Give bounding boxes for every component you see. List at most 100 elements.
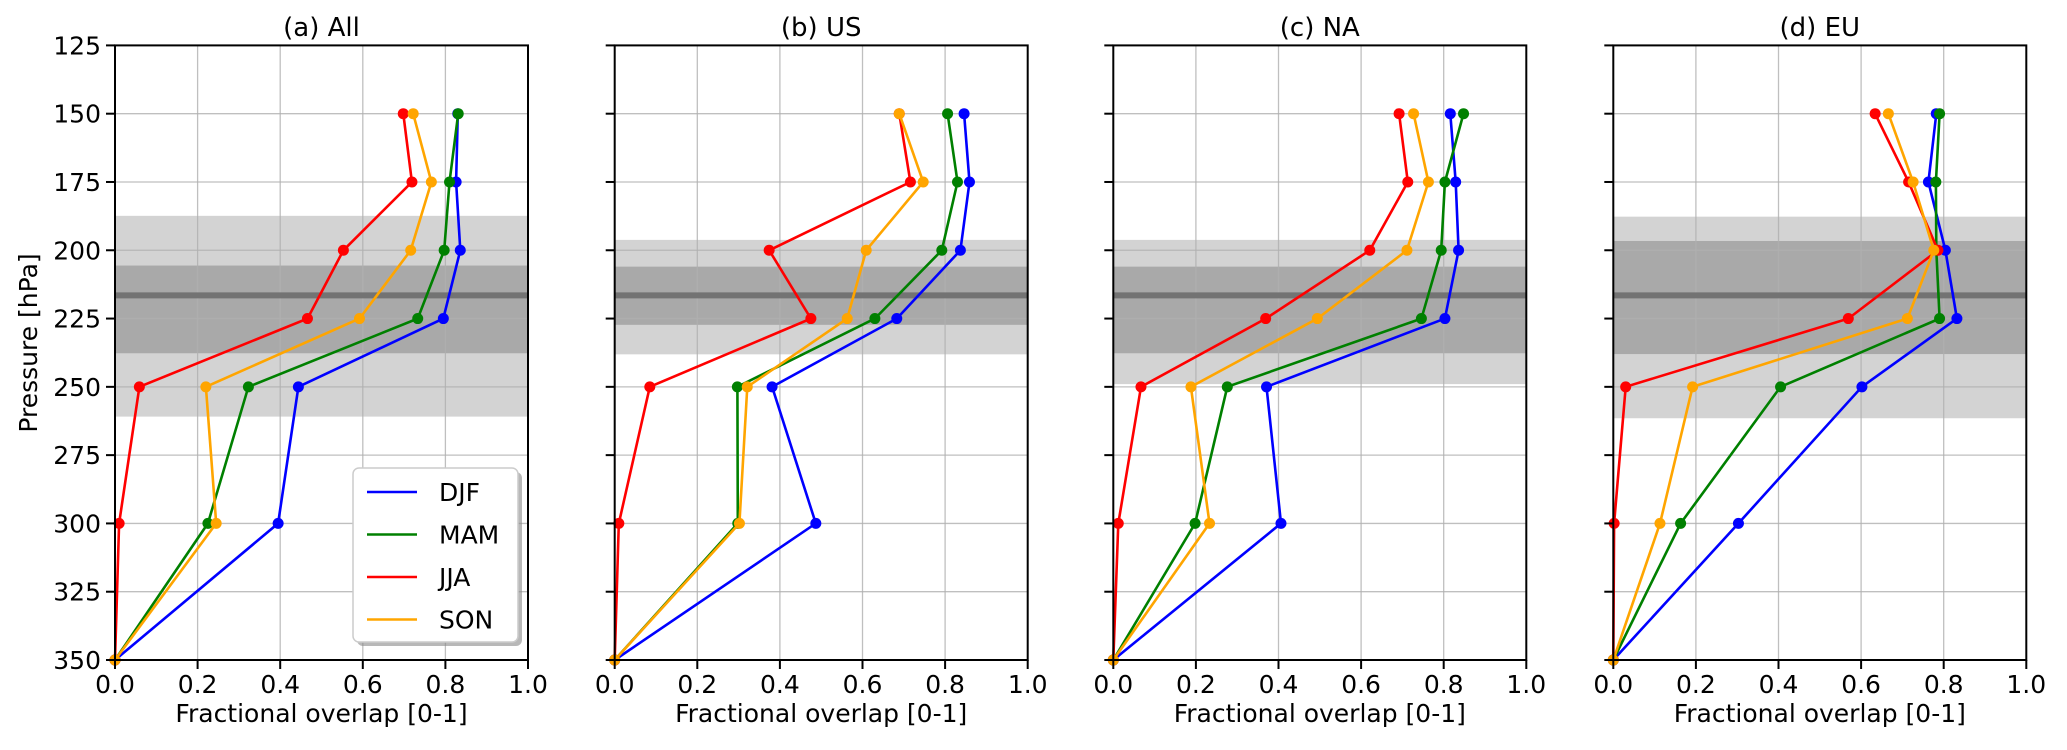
data-point-jja [904,176,916,188]
data-point-jja [1112,517,1124,529]
data-point-djf [963,176,975,188]
data-point-mam [438,244,450,256]
legend-label-mam: MAM [439,521,499,550]
data-point-son [1687,381,1699,393]
data-point-son [200,381,212,393]
panel-0: 0.0 0.2 0.4 0.6 0.8 1.0 125 150 175 200 225 250 275 3… [53,13,548,728]
data-point-mam [452,108,464,120]
x-tick-label: 0.0 [95,670,135,699]
data-point-mam [731,381,743,393]
panel-3: 0.0 0.2 0.4 0.6 0.8 1.0 (d) EU Fractional overl… [1593,13,2046,728]
data-point-son [1408,108,1420,120]
data-point-mam [1415,313,1427,325]
data-point-son [841,313,853,325]
x-tick-label: 0.0 [1593,670,1633,699]
data-point-son [425,176,437,188]
data-point-jja [113,517,125,529]
y-tick-label: 300 [53,509,101,538]
x-axis-label: Fractional overlap [0-1] [1674,699,1966,728]
x-axis-label: Fractional overlap [0-1] [1174,699,1466,728]
data-point-djf [1856,381,1868,393]
x-tick-label: 0.8 [426,670,466,699]
x-axis-label: Fractional overlap [0-1] [675,699,967,728]
x-tick-label: 0.8 [1424,670,1464,699]
data-point-djf [1453,244,1465,256]
data-point-djf [766,381,778,393]
y-tick-label: 325 [53,578,101,607]
x-tick-label: 0.6 [343,670,383,699]
x-tick-label: 1.0 [1008,670,1048,699]
legend-box [352,467,519,643]
x-tick-label: 0.4 [1759,670,1799,699]
data-point-son [1654,517,1666,529]
data-point-jja [1260,313,1272,325]
legend-label-son: SON [439,606,493,635]
data-point-mam [1189,517,1201,529]
data-point-mam [1934,108,1946,120]
x-tick-label: 0.6 [843,670,883,699]
y-axis-label: Pressure [hPa] [14,253,43,432]
data-point-son [1401,244,1413,256]
panel-1: 0.0 0.2 0.4 0.6 0.8 1.0 (b) US Fractional overl… [595,13,1048,728]
x-tick-label: 0.4 [260,670,300,699]
data-point-jja [1402,176,1414,188]
axes-frame [1112,44,1528,661]
data-point-son [1907,176,1919,188]
data-point-son [1422,176,1434,188]
data-point-mam [1930,176,1942,188]
legend-label-jja: JJA [437,563,470,592]
data-point-mam [202,517,214,529]
data-point-djf [1444,108,1456,120]
axes-frame [613,44,1029,661]
data-point-djf [437,313,449,325]
data-point-son [1204,517,1216,529]
y-tick-label: 200 [53,236,101,265]
data-point-jja [613,517,625,529]
x-tick-label: 1.0 [1506,670,1546,699]
x-tick-label: 0.8 [925,670,965,699]
x-tick-label: 0.0 [595,670,635,699]
legend: DJF MAM JJA SON [352,467,522,646]
data-point-son [1185,381,1197,393]
data-point-son [917,176,929,188]
data-point-jja [1364,244,1376,256]
data-point-djf [1275,517,1287,529]
x-tick-label: 0.2 [178,670,218,699]
y-tick-label: 350 [53,646,101,675]
data-point-mam [1775,381,1787,393]
data-point-son [405,244,417,256]
panel-title: (a) All [283,13,360,43]
inner-range-band [1113,266,1527,354]
data-point-jja [301,313,313,325]
data-point-son [1901,313,1913,325]
data-point-mam [1435,244,1447,256]
x-tick-label: 0.0 [1093,670,1133,699]
x-tick-label: 0.2 [1176,670,1216,699]
data-point-mam [1439,176,1451,188]
x-axis-label: Fractional overlap [0-1] [175,699,467,728]
data-point-djf [272,517,284,529]
data-point-djf [810,517,822,529]
data-point-mam [936,244,948,256]
x-tick-label: 0.6 [1841,670,1881,699]
x-tick-label: 0.4 [760,670,800,699]
x-tick-label: 0.2 [1676,670,1716,699]
data-point-son [1928,244,1940,256]
data-point-mam [1458,108,1470,120]
data-point-mam [942,108,954,120]
y-tick-label: 275 [53,441,101,470]
data-point-son [1311,313,1323,325]
y-tick-label: 125 [53,31,101,60]
panel-title: (d) EU [1780,13,1861,43]
data-point-djf [454,244,466,256]
data-point-mam [1934,313,1946,325]
x-tick-label: 0.4 [1259,670,1299,699]
data-point-jja [337,244,349,256]
data-point-djf [1450,176,1462,188]
data-point-jja [644,381,656,393]
y-tick-label: 150 [53,100,101,129]
inner-range-band [115,265,528,354]
data-point-jja [1393,108,1405,120]
data-point-djf [292,381,304,393]
legend-label-djf: DJF [439,478,480,507]
